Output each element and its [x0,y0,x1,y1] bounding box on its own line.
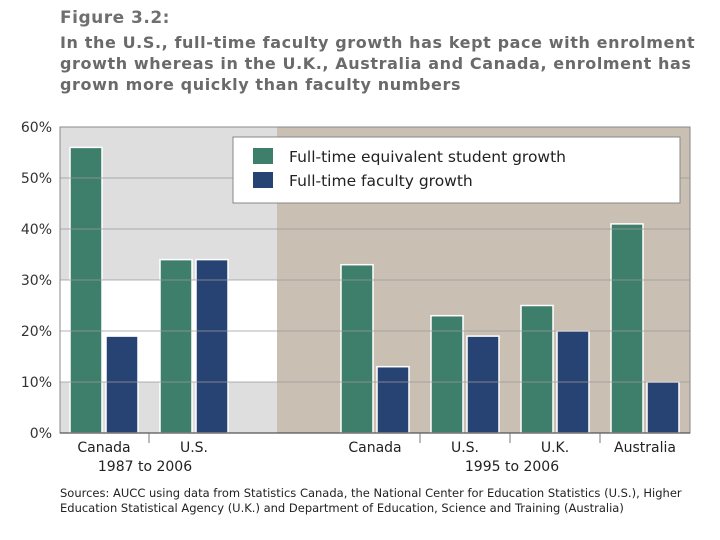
legend-box [232,136,681,204]
bar-chart: 0% 10% 20% 30% 40% 50% 60% Canada U.S. 1987 to 20… [21,120,691,475]
bar-student-us [430,314,464,434]
category-label: U.S. [180,440,208,456]
category-label: Canada [77,440,130,456]
bar-faculty-australia [646,381,680,434]
bar-faculty-us [195,258,229,434]
bar-student-uk [520,304,554,434]
figure-label: Figure 3.2: [60,8,170,28]
legend-label-student: Full-time equivalent student growth [289,148,566,166]
bar-faculty-canada [376,365,410,434]
bar-student-us [159,258,193,434]
y-tick-label: 30% [21,273,52,289]
bar-student-canada [340,263,374,434]
period-label: 1995 to 2006 [465,459,559,475]
legend-swatch-student [253,148,273,164]
y-tick-label: 50% [21,171,52,187]
category-label: U.S. [451,440,479,456]
y-tick-label: 60% [21,120,52,136]
legend-swatch-faculty [253,172,273,188]
y-tick-label: 0% [30,426,52,442]
y-tick-label: 40% [21,222,52,238]
bar-faculty-us [466,335,500,434]
period-label: 1987 to 2006 [98,459,192,475]
sources-note: Sources: AUCC using data from Statistics… [60,486,682,515]
y-tick-label: 10% [21,375,52,391]
y-tick-label: 20% [21,324,52,340]
category-label: U.K. [541,440,569,456]
legend-label-faculty: Full-time faculty growth [289,172,473,190]
bar-student-australia [610,223,644,434]
category-label: Australia [614,440,676,456]
bar-faculty-canada [105,335,139,434]
category-label: Canada [348,440,401,456]
figure-title: In the U.S., full-time faculty growth ha… [60,33,696,94]
bar-student-canada [69,146,103,434]
